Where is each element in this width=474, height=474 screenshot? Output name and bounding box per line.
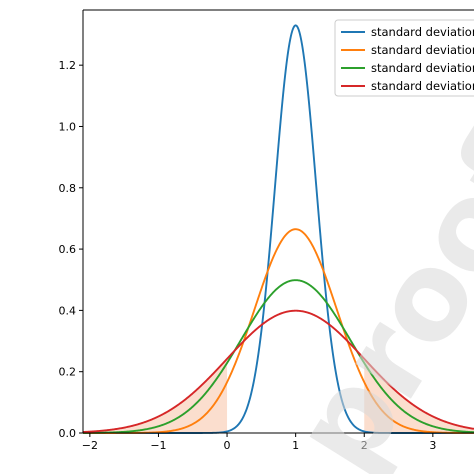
legend-box	[334, 19, 474, 97]
shaded-region-layer	[89, 358, 474, 433]
legend-label-3: standard deviation	[371, 79, 474, 93]
y-tick-label: 0.6	[59, 243, 77, 256]
shaded-region-1	[364, 358, 474, 433]
y-tick-label: 0.2	[59, 366, 77, 379]
series-line-3	[82, 309, 474, 433]
y-tick-label: 0.4	[59, 304, 77, 317]
legend-label-1: standard deviation	[371, 43, 474, 57]
legend: standard deviation standard deviation stan…	[334, 19, 474, 97]
y-tick-label: 1.2	[59, 59, 77, 72]
axes: −2 −1 0 1 2 3 0.0 0.2 0.4 0.6 0.8 1.0 1.2	[59, 9, 474, 452]
x-tick-label: 1	[292, 439, 299, 452]
series-line-2	[82, 279, 474, 434]
legend-label-2: standard deviation	[371, 61, 474, 75]
x-tick-label: −2	[82, 439, 98, 452]
y-tick-label: 0.8	[59, 182, 77, 195]
x-tick-label: −1	[150, 439, 166, 452]
x-tick-label: 0	[224, 439, 231, 452]
shaded-region-0	[89, 358, 228, 433]
x-tick-label: 2	[361, 439, 368, 452]
y-tick-label: 0.0	[59, 427, 77, 440]
y-tick-label: 1.0	[59, 120, 77, 133]
x-tick-label: 3	[429, 439, 436, 452]
legend-label-0: standard deviation	[371, 25, 474, 39]
